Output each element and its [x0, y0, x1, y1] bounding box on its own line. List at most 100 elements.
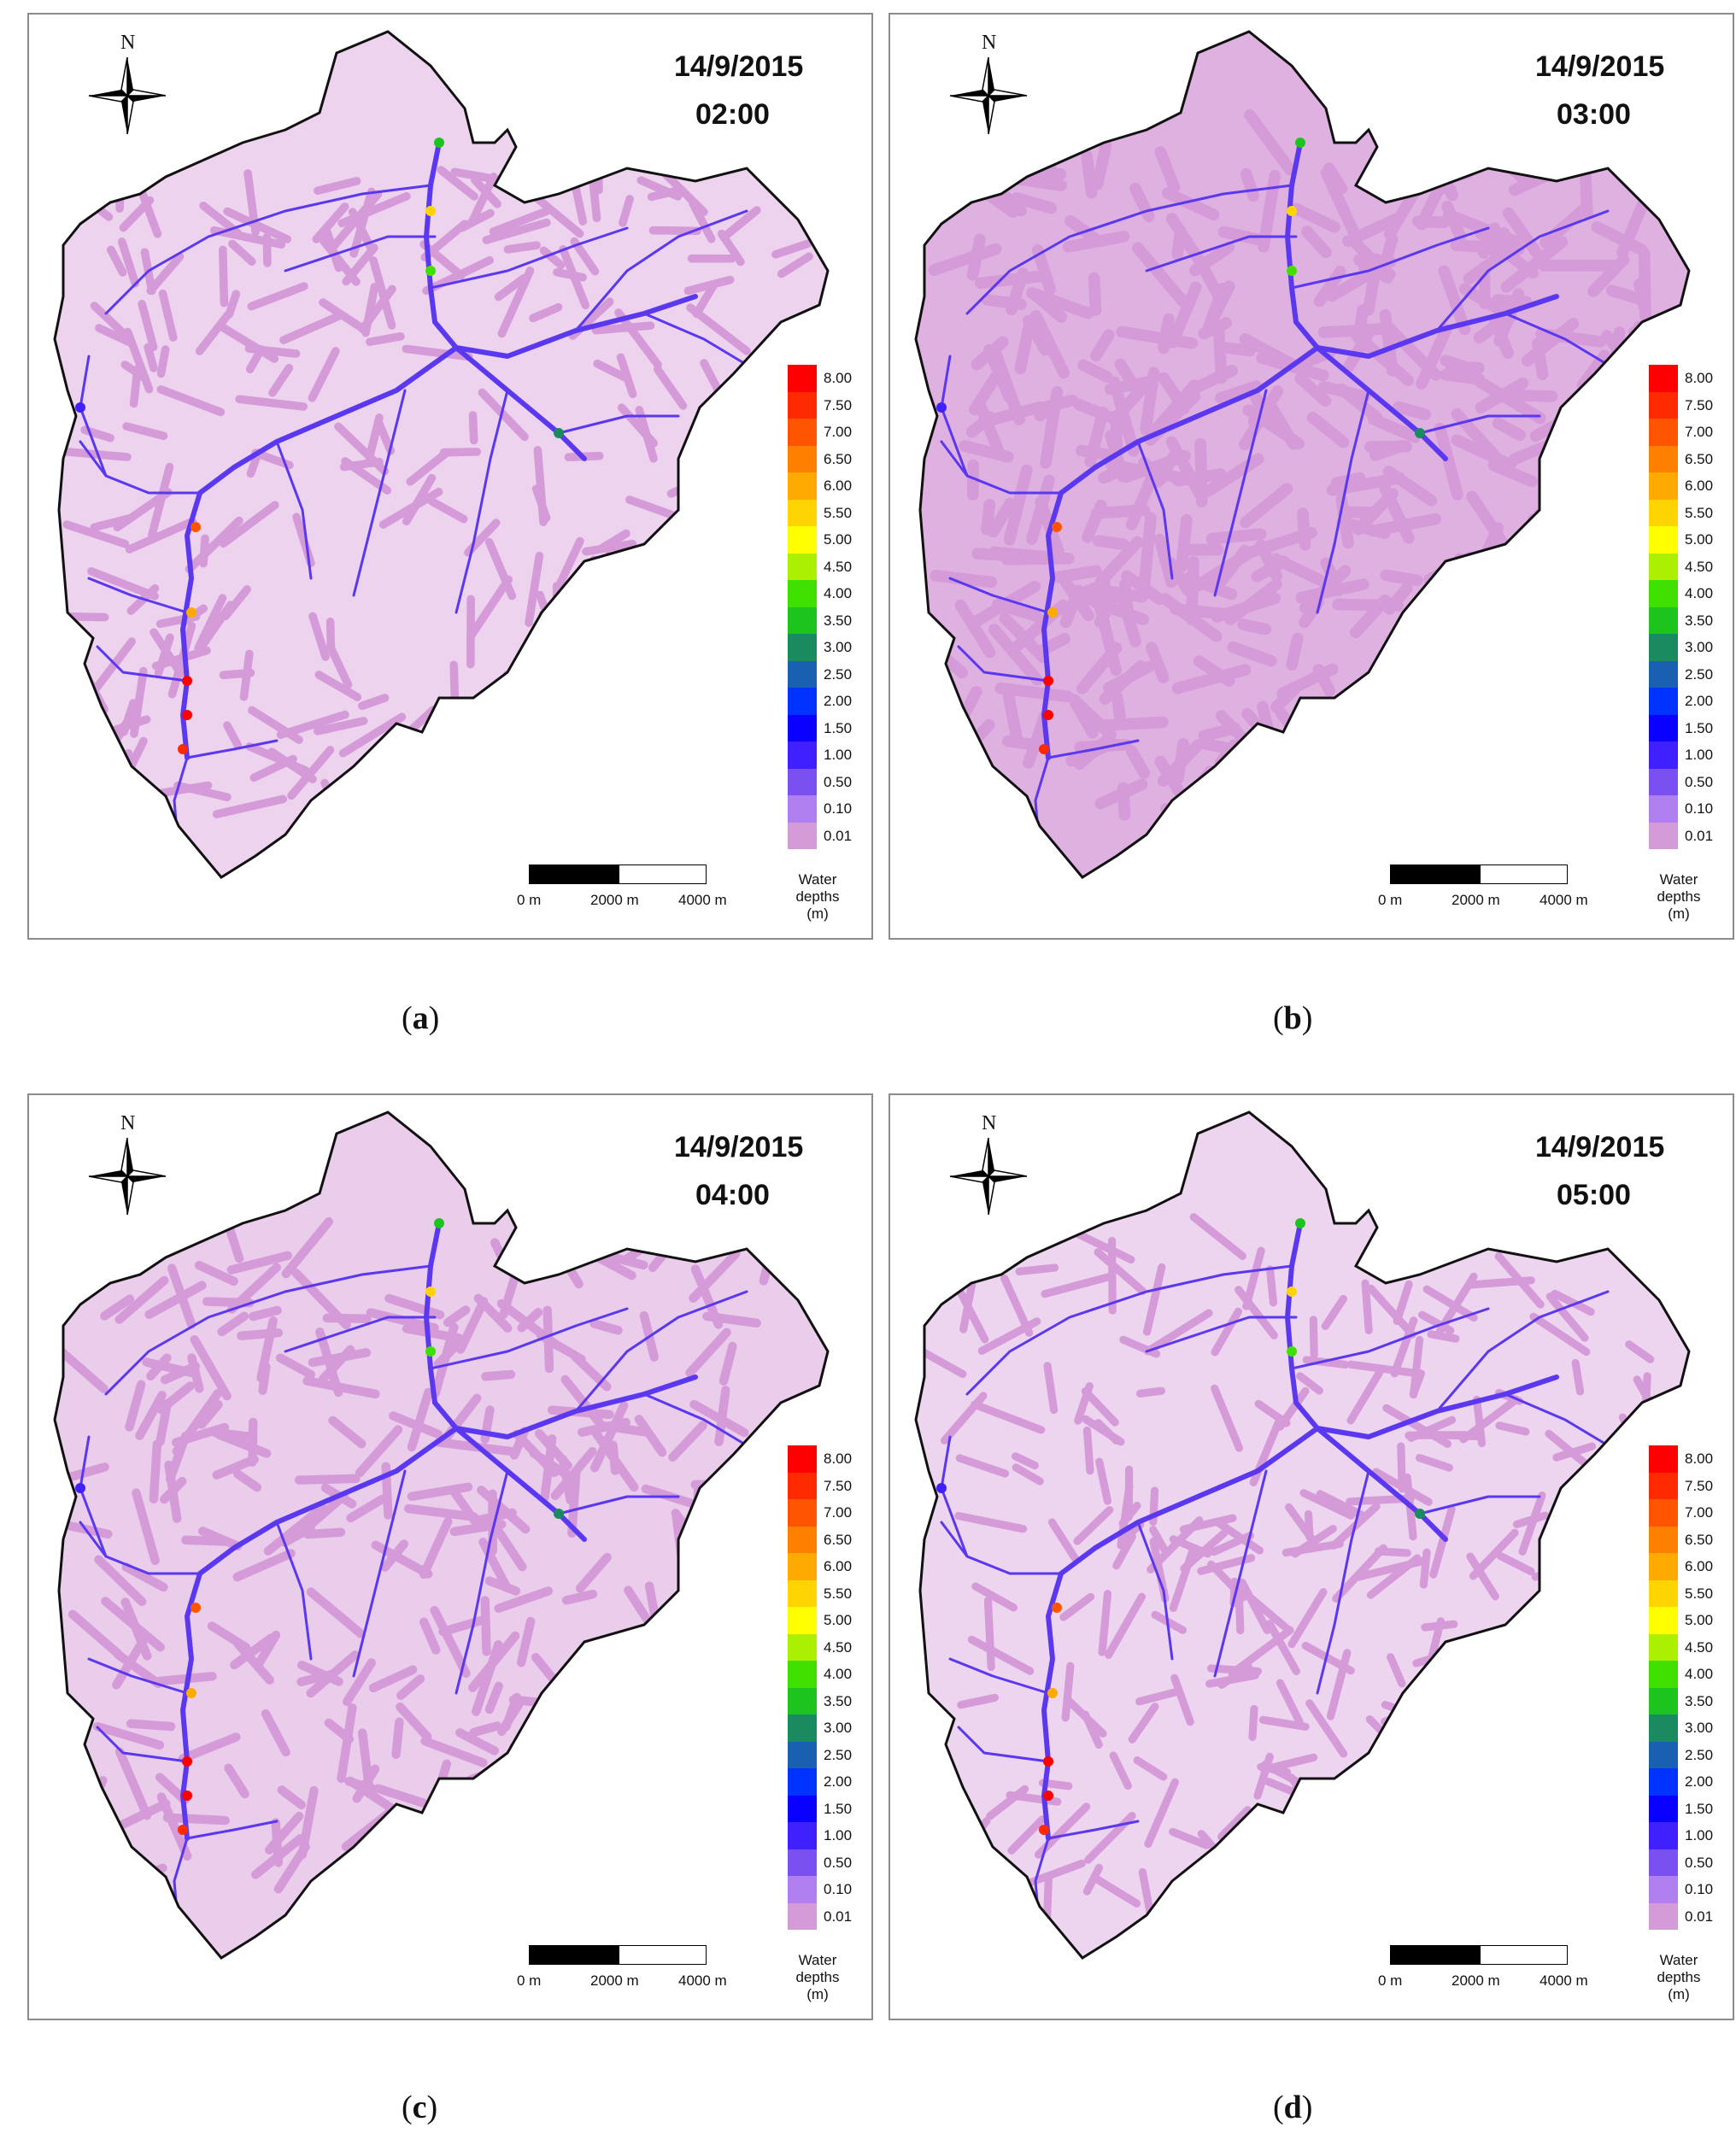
tributary-area	[1415, 1454, 1453, 1472]
deep-water-spot	[1043, 710, 1053, 720]
caption-c: (c)	[402, 2089, 438, 2125]
river-channel	[1059, 345, 1320, 495]
tributary-area	[1427, 1330, 1460, 1343]
tributary-area	[373, 417, 396, 455]
legend-swatch	[788, 526, 817, 554]
tributary-area	[504, 723, 552, 768]
tributary-area	[1215, 380, 1263, 404]
tributary-area	[1166, 281, 1202, 349]
tributary-area	[1591, 1820, 1622, 1840]
legend-row: 0.01	[788, 1902, 871, 1930]
tributary-area	[1408, 730, 1454, 766]
tributary-area	[1374, 1547, 1411, 1557]
legend-row: 3.00	[788, 634, 871, 661]
legend-row: 6.50	[1649, 445, 1733, 472]
legend-swatch	[1649, 472, 1678, 500]
legend-title: Water depths (m)	[1649, 1952, 1709, 2003]
legend-row: 4.50	[1649, 1633, 1733, 1661]
tributary-area	[396, 1702, 432, 1742]
tributary-area	[503, 670, 553, 685]
tributary-area	[1610, 604, 1635, 652]
legend-row: 7.00	[1649, 419, 1733, 446]
river-channel	[352, 1469, 407, 1678]
tributary-area	[1002, 690, 1023, 748]
tributary-area	[731, 691, 766, 708]
tributary-area	[471, 176, 501, 208]
legend-swatch	[788, 1633, 817, 1661]
legend-row: 4.00	[1649, 580, 1733, 607]
tributary-area	[1492, 417, 1527, 442]
legend-swatch	[1649, 526, 1678, 554]
tributary-area	[420, 1736, 488, 1767]
tributary-area	[1202, 283, 1229, 335]
tributary-area	[120, 699, 138, 736]
tributary-area	[1633, 1375, 1653, 1404]
tributary-area	[1165, 436, 1206, 501]
tributary-area	[1439, 640, 1452, 716]
tributary-area	[1180, 1529, 1229, 1573]
tributary-area	[158, 289, 178, 342]
tributary-area	[1287, 1588, 1328, 1649]
tributary-area	[994, 682, 1074, 703]
tributary-area	[467, 173, 498, 227]
legend-title-line: (m)	[806, 1986, 829, 2002]
tributary-area	[560, 1374, 608, 1433]
tributary-area	[693, 565, 719, 608]
tributary-area	[536, 1331, 586, 1364]
legend-row: 5.50	[788, 1580, 871, 1607]
tributary-area	[150, 628, 185, 678]
tributary-area	[132, 1488, 160, 1566]
tributary-area	[366, 331, 405, 346]
tributary-area	[1364, 440, 1412, 453]
tributary-area	[1116, 325, 1198, 349]
legend-row: 4.00	[788, 580, 871, 607]
time-label: 05:00	[1557, 1179, 1631, 1211]
legend-row: 8.00	[1649, 365, 1733, 392]
legend-row: 0.10	[1649, 1876, 1733, 1903]
legend-row: 3.00	[788, 1714, 871, 1742]
legend-swatch	[1649, 445, 1678, 472]
tributary-area	[1266, 1265, 1278, 1307]
legend-swatch	[1649, 795, 1678, 823]
tributary-area	[1270, 553, 1326, 586]
legend-swatch	[1649, 419, 1678, 446]
tributary-area	[297, 1660, 343, 1686]
legend-row: 6.00	[788, 472, 871, 500]
scale-segment-black	[1390, 865, 1480, 884]
tributary-area	[1069, 696, 1099, 739]
tributary-area	[1159, 593, 1223, 642]
river-channel	[275, 1521, 313, 1661]
tributary-area	[1495, 1421, 1530, 1436]
legend-swatch	[1649, 1687, 1678, 1714]
tributary-area	[1237, 618, 1272, 636]
tributary-area	[975, 269, 1053, 290]
legend-row: 7.00	[788, 419, 871, 446]
tributary-area	[322, 1313, 372, 1323]
tributary-area	[1131, 242, 1189, 308]
tributary-area	[693, 550, 738, 581]
tributary-area	[1579, 157, 1593, 220]
tributary-area	[525, 551, 544, 627]
catchment-boundary	[53, 30, 830, 879]
tributary-area	[1358, 1849, 1398, 1875]
tributary-area	[1317, 381, 1371, 402]
tributary-area	[608, 1440, 620, 1475]
river-channel	[948, 577, 1050, 614]
tributary-area	[1172, 468, 1227, 487]
tributary-area	[1006, 267, 1029, 316]
tributary-area	[1440, 355, 1474, 374]
legend-value: 1.00	[1685, 1827, 1714, 1843]
legend-value: 0.50	[1685, 773, 1714, 790]
deep-water-spot	[1295, 138, 1305, 148]
tributary-area	[981, 498, 996, 536]
tributary-area	[1265, 1620, 1300, 1675]
river-channel	[185, 739, 279, 759]
tributary-area	[566, 571, 642, 599]
tributary-area	[529, 302, 563, 323]
tributary-area	[718, 1803, 742, 1835]
tributary-area	[164, 1460, 182, 1523]
deep-water-spot	[1415, 428, 1425, 438]
tributary-area	[1091, 139, 1112, 190]
tributary-area	[1029, 309, 1070, 379]
legend-swatch	[788, 1822, 817, 1849]
